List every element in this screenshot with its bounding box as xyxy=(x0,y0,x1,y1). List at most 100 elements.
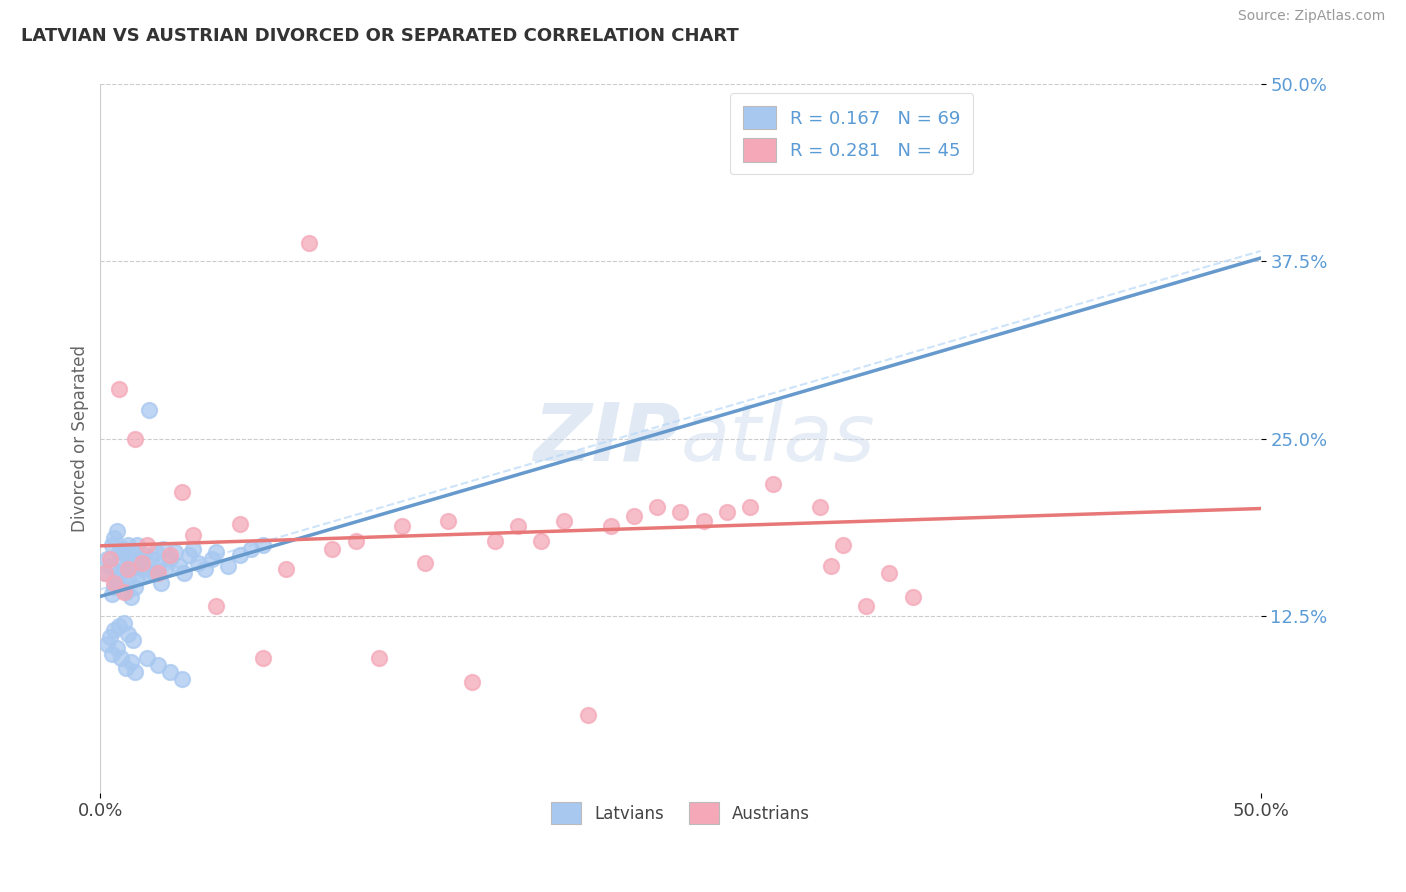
Point xyxy=(124,665,146,680)
Point xyxy=(645,500,668,514)
Point xyxy=(127,538,149,552)
Point xyxy=(103,623,125,637)
Point xyxy=(576,707,599,722)
Point xyxy=(108,566,131,580)
Point xyxy=(96,552,118,566)
Point xyxy=(391,519,413,533)
Point xyxy=(159,552,181,566)
Point xyxy=(105,641,128,656)
Point xyxy=(98,559,121,574)
Point xyxy=(103,531,125,545)
Point xyxy=(413,556,436,570)
Point xyxy=(141,552,163,566)
Point xyxy=(201,552,224,566)
Point xyxy=(135,538,157,552)
Point xyxy=(762,476,785,491)
Point xyxy=(134,548,156,562)
Point xyxy=(228,516,250,531)
Point xyxy=(623,509,645,524)
Point xyxy=(217,559,239,574)
Point xyxy=(155,562,177,576)
Point xyxy=(177,548,200,562)
Point xyxy=(103,576,125,591)
Point xyxy=(832,538,855,552)
Point xyxy=(187,556,209,570)
Point xyxy=(115,548,138,562)
Point xyxy=(692,514,714,528)
Point xyxy=(148,566,170,580)
Point xyxy=(181,542,204,557)
Point xyxy=(460,675,482,690)
Point xyxy=(101,587,124,601)
Point xyxy=(108,382,131,396)
Point xyxy=(159,665,181,680)
Point xyxy=(786,127,808,141)
Point xyxy=(879,566,901,580)
Point xyxy=(252,538,274,552)
Point xyxy=(138,403,160,417)
Point xyxy=(112,584,135,599)
Point xyxy=(228,548,250,562)
Point xyxy=(716,505,738,519)
Text: Source: ZipAtlas.com: Source: ZipAtlas.com xyxy=(1237,9,1385,23)
Point xyxy=(167,559,190,574)
Point xyxy=(181,528,204,542)
Point xyxy=(135,651,157,665)
Point xyxy=(145,545,167,559)
Point xyxy=(152,542,174,557)
Point xyxy=(105,573,128,587)
Point xyxy=(128,552,150,566)
Point xyxy=(344,533,367,548)
Point xyxy=(98,552,121,566)
Point xyxy=(103,580,125,594)
Point xyxy=(131,562,153,576)
Point xyxy=(121,545,143,559)
Point xyxy=(135,566,157,580)
Point xyxy=(901,590,924,604)
Point xyxy=(194,562,217,576)
Point xyxy=(820,559,842,574)
Point xyxy=(112,542,135,557)
Point xyxy=(484,533,506,548)
Point xyxy=(94,566,117,580)
Point xyxy=(163,545,186,559)
Point xyxy=(170,673,193,687)
Y-axis label: Divorced or Separated: Divorced or Separated xyxy=(72,345,89,532)
Point xyxy=(205,599,228,613)
Point xyxy=(148,559,170,574)
Point xyxy=(115,661,138,675)
Point xyxy=(117,627,139,641)
Point xyxy=(117,562,139,576)
Point xyxy=(599,519,621,533)
Point xyxy=(205,545,228,559)
Point xyxy=(117,570,139,584)
Point xyxy=(740,500,762,514)
Point xyxy=(274,562,297,576)
Point xyxy=(367,651,389,665)
Point xyxy=(437,514,460,528)
Point xyxy=(96,637,118,651)
Point xyxy=(94,566,117,580)
Point xyxy=(321,542,343,557)
Point xyxy=(98,630,121,644)
Point xyxy=(553,514,575,528)
Point xyxy=(112,562,135,576)
Point xyxy=(124,432,146,446)
Point xyxy=(108,618,131,632)
Point xyxy=(142,566,165,580)
Point xyxy=(124,580,146,594)
Point xyxy=(110,651,132,665)
Point xyxy=(159,548,181,562)
Point xyxy=(120,556,142,570)
Point xyxy=(149,576,172,591)
Point xyxy=(506,519,529,533)
Point xyxy=(108,545,131,559)
Point xyxy=(298,236,321,251)
Point xyxy=(530,533,553,548)
Point xyxy=(120,656,142,670)
Point xyxy=(252,651,274,665)
Point xyxy=(120,590,142,604)
Point xyxy=(117,538,139,552)
Point xyxy=(124,559,146,574)
Point xyxy=(131,556,153,570)
